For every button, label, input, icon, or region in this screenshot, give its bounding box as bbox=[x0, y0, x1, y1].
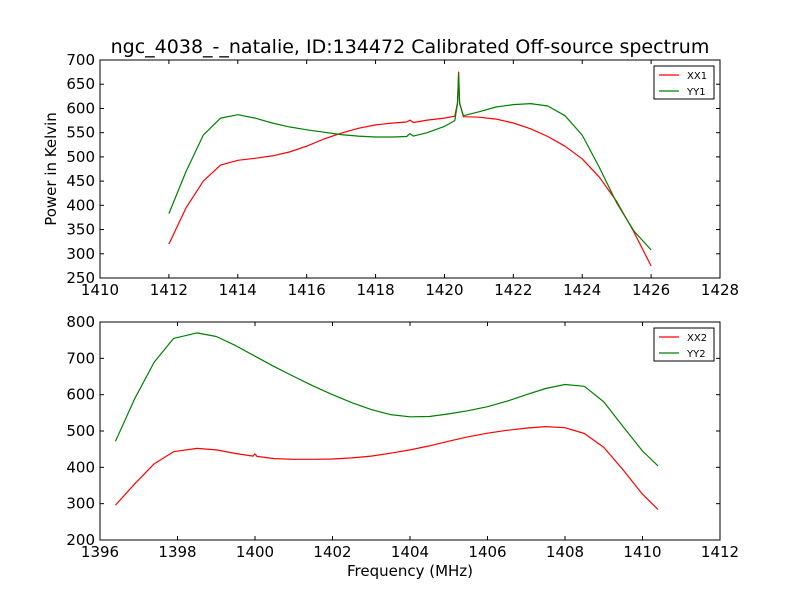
x-tick-label: 1426 bbox=[632, 281, 670, 299]
y-tick-label: 600 bbox=[66, 99, 95, 117]
x-tick-label: 1410 bbox=[623, 543, 661, 561]
y-tick-label: 400 bbox=[66, 196, 95, 214]
x-tick-label: 1396 bbox=[81, 543, 119, 561]
x-tick-label: 1428 bbox=[701, 281, 739, 299]
x-tick-label: 1410 bbox=[81, 281, 119, 299]
legend-label-yy1: YY1 bbox=[686, 87, 706, 98]
plot-frame bbox=[99, 59, 721, 279]
legend-label-xx2: XX2 bbox=[687, 333, 707, 344]
x-tick-label: 1412 bbox=[701, 543, 739, 561]
legend-box bbox=[653, 327, 715, 362]
series-line-xx2 bbox=[115, 426, 659, 510]
x-tick-label: 1402 bbox=[313, 543, 351, 561]
x-tick-label: 1414 bbox=[219, 281, 257, 299]
y-tick-label: 450 bbox=[66, 172, 95, 190]
y-tick-label: 800 bbox=[66, 313, 95, 331]
plot-background bbox=[100, 322, 720, 540]
x-axis-label: Frequency (MHz) bbox=[347, 562, 473, 580]
y-tick-label: 700 bbox=[66, 349, 95, 367]
y-tick-label: 200 bbox=[66, 531, 95, 549]
y-tick-label: 400 bbox=[66, 458, 95, 476]
legend-label-yy2: YY2 bbox=[686, 349, 706, 360]
legend-label-xx1: XX1 bbox=[687, 71, 707, 82]
x-tick-label: 1420 bbox=[425, 281, 463, 299]
x-tick-label: 1418 bbox=[356, 281, 394, 299]
y-axis-label: Power in Kelvin bbox=[42, 112, 60, 226]
x-tick-label: 1406 bbox=[468, 543, 506, 561]
y-tick-label: 500 bbox=[66, 422, 95, 440]
plot-background bbox=[100, 60, 720, 278]
y-tick-label: 600 bbox=[66, 386, 95, 404]
x-tick-label: 1422 bbox=[494, 281, 532, 299]
legend-box bbox=[653, 65, 715, 100]
figure-title: ngc_4038_-_natalie, ID:134472 Calibrated… bbox=[111, 36, 710, 58]
y-tick-label: 250 bbox=[66, 269, 95, 287]
y-tick-label: 350 bbox=[66, 221, 95, 239]
series-line-yy1 bbox=[168, 73, 652, 251]
y-tick-label: 700 bbox=[66, 51, 95, 69]
x-tick-label: 1400 bbox=[236, 543, 274, 561]
x-tick-label: 1416 bbox=[288, 281, 326, 299]
y-tick-label: 650 bbox=[66, 75, 95, 93]
x-tick-label: 1424 bbox=[563, 281, 601, 299]
plot-bottom: 1396 1398 1400 1402 1404 1406 1408 1410 1412 200 3… bbox=[66, 313, 739, 580]
series-line-xx1 bbox=[168, 71, 652, 267]
y-tick-label: 550 bbox=[66, 124, 95, 142]
y-tick-label: 500 bbox=[66, 148, 95, 166]
x-tick-label: 1412 bbox=[150, 281, 188, 299]
series-line-yy2 bbox=[114, 332, 659, 467]
x-tick-label: 1408 bbox=[546, 543, 584, 561]
y-tick-label: 300 bbox=[66, 495, 95, 513]
x-tick-label: 1398 bbox=[158, 543, 196, 561]
plot-top: 1410 1412 1414 1416 1418 1420 1422 1424 1426 1428… bbox=[42, 51, 739, 299]
y-tick-label: 300 bbox=[66, 245, 95, 263]
x-tick-label: 1404 bbox=[391, 543, 429, 561]
